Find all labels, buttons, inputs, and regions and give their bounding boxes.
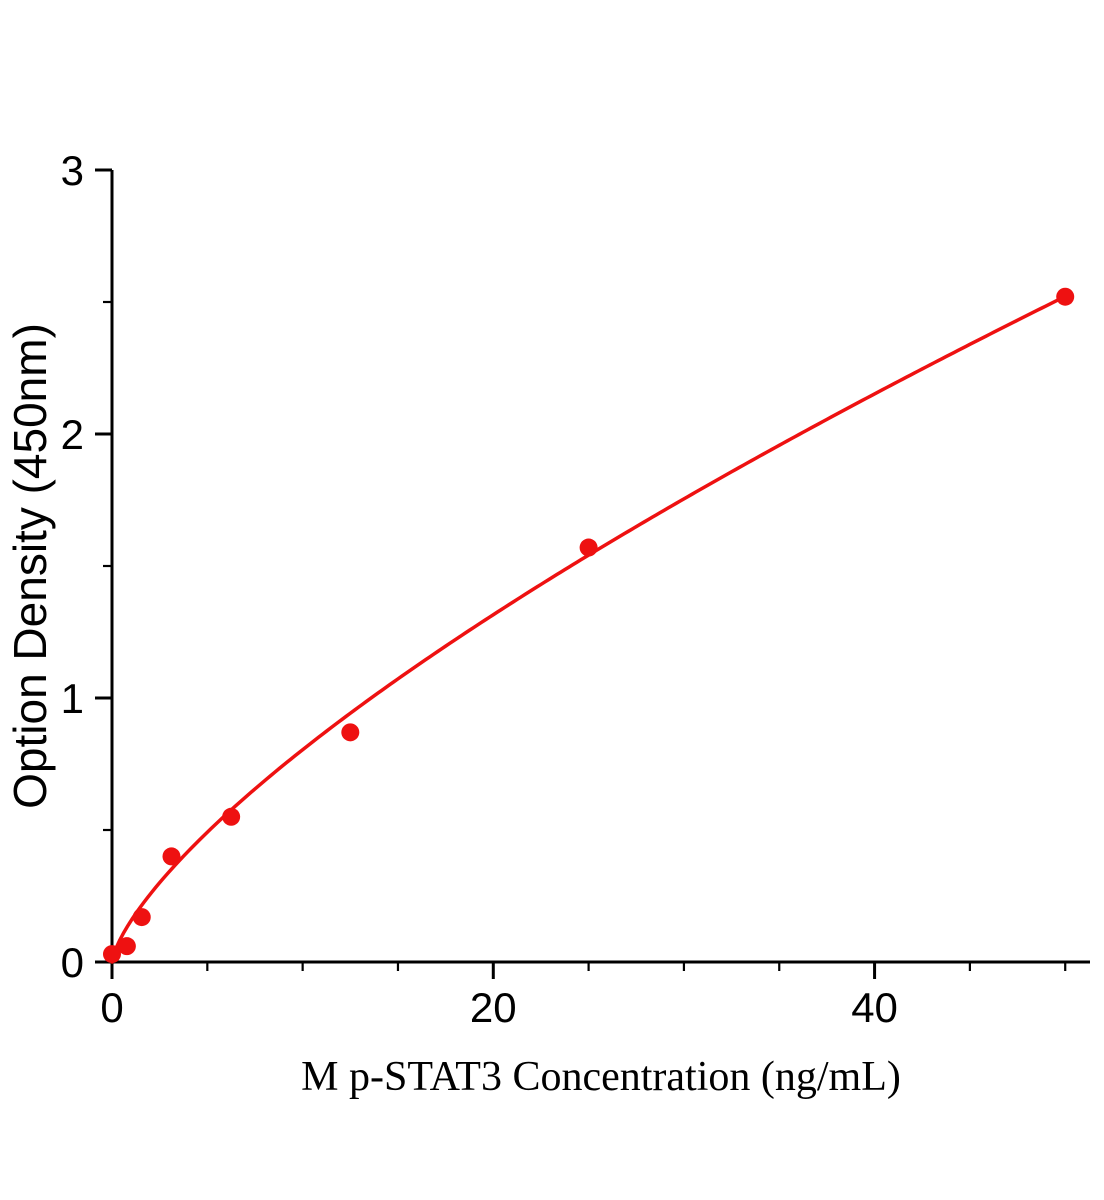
y-tick-label: 3 xyxy=(61,147,84,194)
data-point xyxy=(579,538,598,557)
data-point xyxy=(341,723,360,742)
data-point xyxy=(132,908,151,927)
x-tick-label: 40 xyxy=(851,984,898,1031)
data-point xyxy=(162,847,181,866)
data-point xyxy=(1056,287,1075,306)
data-point xyxy=(103,945,121,964)
fit-curve xyxy=(110,294,1067,964)
data-point xyxy=(222,807,241,826)
x-axis-label: M p-STAT3 Concentration (ng/mL) xyxy=(301,1054,901,1100)
y-tick-label: 1 xyxy=(61,675,84,722)
y-axis-label: Option Density (450nm) xyxy=(4,323,56,809)
x-tick-label: 20 xyxy=(470,984,517,1031)
y-tick-label: 2 xyxy=(61,411,84,458)
plot-layer: 0 20 40 0 1 2 3 xyxy=(61,147,1090,1031)
data-point xyxy=(117,937,136,956)
y-tick-label: 0 xyxy=(61,939,84,986)
x-tick-label: 0 xyxy=(100,984,123,1031)
